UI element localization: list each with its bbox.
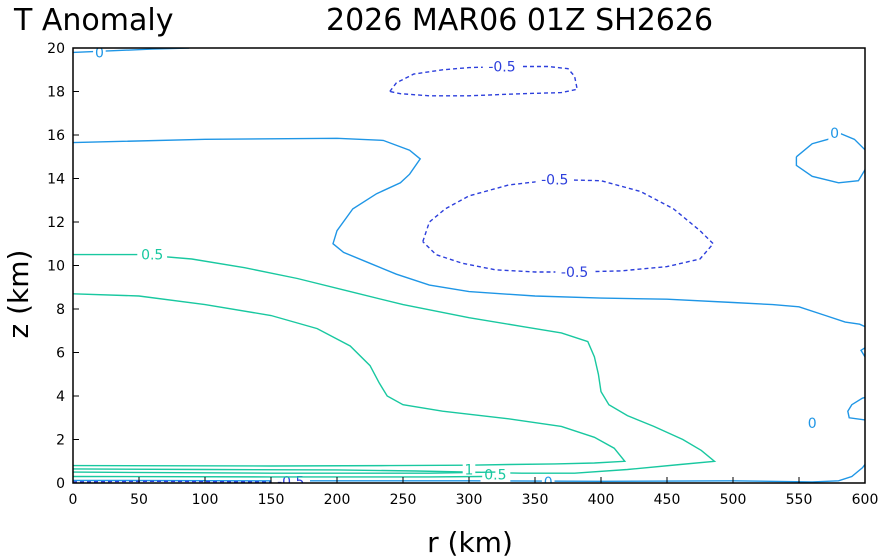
chart-title-left: T Anomaly [13,3,173,38]
contour-group: -0.5 [389,58,579,97]
y-tick-label: 8 [56,302,65,318]
contour-line [422,178,715,273]
contour-label-background [482,58,522,75]
contour-label: 1 [465,463,474,479]
x-axis-label: r (km) [427,526,513,559]
contour-group: 0.5 0.5 [73,246,717,483]
contour-label-background [93,48,106,61]
contour-label-background [137,246,168,263]
x-tick-label: 600 [852,492,879,508]
contour-label: 0 [544,475,553,491]
contour-group: 0 [73,45,190,61]
contour-label: -0.5 [561,265,588,281]
contour-label-background [535,171,574,188]
y-tick-label: 12 [47,215,65,231]
x-tick-label: 300 [456,492,483,508]
contour-group [73,293,627,467]
contour-line [73,137,865,421]
contour-line [389,65,579,97]
contour-line [73,253,717,474]
contour-group: 0 [795,124,865,184]
contour-label: -0.5 [541,173,568,189]
x-tick-label: 350 [522,492,549,508]
plot-frame [72,47,866,484]
y-tick-label: 14 [47,172,65,188]
x-tick-label: 250 [390,492,417,508]
x-tick-label: 150 [258,492,285,508]
contour-label-background [828,124,841,141]
contour-label-background [555,264,594,281]
x-tick-label: 100 [192,492,219,508]
x-tick-label: 450 [654,492,681,508]
y-tick-label: 20 [47,41,65,57]
contour-label-background [805,415,819,432]
contour-label-background [541,473,555,483]
y-axis-label: z (km) [2,250,35,339]
contour-line [795,133,865,184]
y-tick-label: 4 [56,389,65,405]
contour-line [73,293,627,467]
x-tick-label: 200 [324,492,351,508]
contour-group: 0 [73,137,865,432]
contour-layer: 0 0 0 0 -0.5 -0.5 -0.5 -0.5 0.5 0.5 1 [73,45,865,491]
x-tick-label: 0 [69,492,78,508]
y-tick-label: 18 [47,85,65,101]
tick-layer: 0 50 100 150 200 250 300 350 400 450 500 550 6000246… [47,41,878,508]
contour-label: 0 [830,126,839,142]
y-tick-label: 6 [56,346,65,362]
x-tick-label: 400 [588,492,615,508]
contour-label: 0 [95,45,104,61]
contour-group: 1 [73,461,496,479]
contour-label: -0.5 [277,474,304,490]
y-tick-label: 2 [56,433,65,449]
x-tick-label: 550 [786,492,813,508]
chart-title-right: 2026 MAR06 01Z SH2626 [326,3,713,38]
contour-line [73,471,496,474]
contour-label-background [462,461,476,478]
contour-label: -0.5 [488,59,515,75]
contour-group: -0.5 -0.5 [422,171,715,281]
contour-label-background [480,466,511,483]
y-tick-label: 10 [47,259,65,275]
contour-label: 0.5 [141,248,163,264]
contour-label: 0.5 [484,467,506,483]
contour-group: 0 [73,463,865,491]
y-tick-label: 0 [56,476,65,492]
contour-label: 0 [808,416,817,432]
contour-label-background [271,473,310,483]
contour-group: -0.5 [73,473,310,490]
x-tick-label: 50 [130,492,148,508]
y-tick-label: 16 [47,128,65,144]
contour-line [73,463,865,483]
x-tick-label: 500 [720,492,747,508]
